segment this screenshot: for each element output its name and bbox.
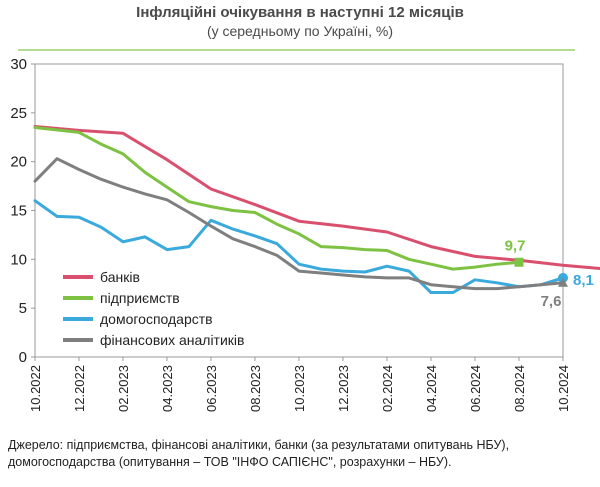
y-tick-label: 0: [19, 349, 27, 366]
x-tick-label: 02.2023: [116, 365, 131, 412]
x-tick-label: 12.2022: [72, 365, 87, 412]
x-tick-label: 06.2024: [468, 365, 483, 412]
y-tick-label: 30: [10, 56, 27, 73]
x-tick-label: 12.2023: [336, 365, 351, 412]
series-line-банків: [33, 125, 600, 270]
series-line-підприємств: [33, 126, 521, 271]
x-tick-label: 04.2024: [424, 365, 439, 412]
y-tick-label: 25: [10, 105, 27, 122]
chart-title: Інфляційні очікування в наступні 12 міся…: [136, 4, 464, 21]
y-tick-label: 20: [10, 154, 27, 171]
legend-label: банків: [100, 269, 140, 285]
end-value-label: 8,1: [573, 272, 594, 289]
y-tick-label: 10: [10, 251, 27, 268]
end-value-label: 9,7: [505, 237, 526, 254]
legend-label: підприємств: [100, 290, 180, 306]
x-tick-label: 10.2024: [556, 365, 571, 412]
x-tick-label: 10.2023: [292, 365, 307, 412]
y-tick-label: 5: [19, 300, 27, 317]
y-tick-label: 15: [10, 203, 27, 220]
legend-label: фінансових аналітиків: [100, 332, 244, 348]
source-note: Джерело: підприємства, фінансові аналіти…: [8, 438, 510, 469]
x-tick-label: 10.2022: [28, 365, 43, 412]
chart-subtitle: (у середньому по Україні, %): [206, 23, 394, 39]
x-tick-label: 06.2023: [204, 365, 219, 412]
x-tick-label: 02.2024: [380, 365, 395, 412]
x-tick-label: 04.2023: [160, 365, 175, 412]
legend-label: домогосподарств: [100, 311, 213, 327]
end-value-label: 7,6: [541, 293, 562, 310]
series-line-домогосподарств: [33, 199, 565, 294]
x-tick-label: 08.2024: [512, 365, 527, 412]
end-marker: [514, 257, 524, 267]
x-tick-label: 08.2023: [248, 365, 263, 412]
series-line-фінансових аналітиків: [33, 157, 565, 291]
end-marker: [558, 277, 568, 287]
